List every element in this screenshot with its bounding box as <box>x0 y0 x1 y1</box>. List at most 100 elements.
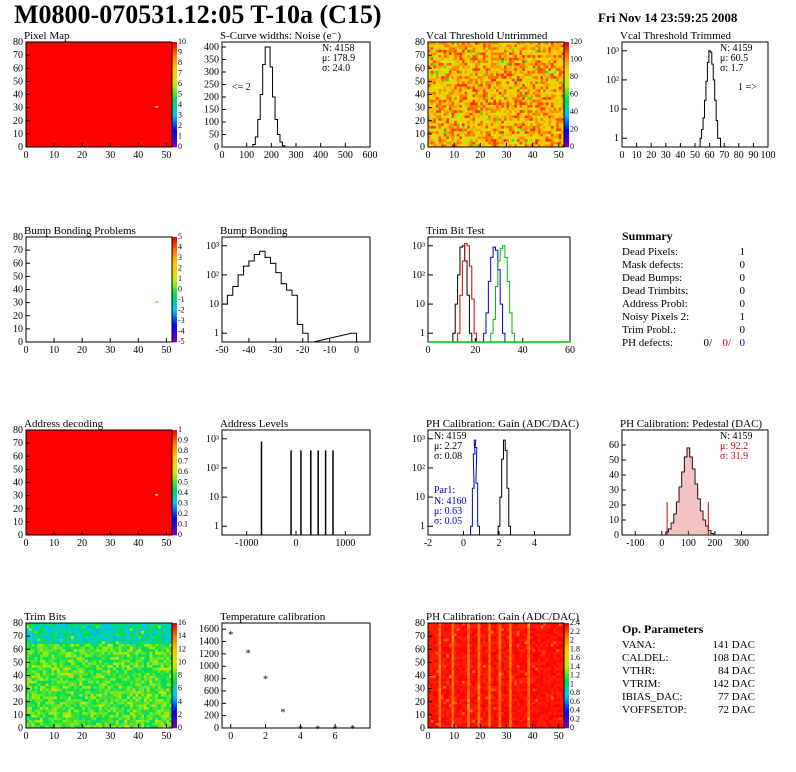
y-tick-label: 100 <box>204 117 219 128</box>
heatmap-cell <box>127 693 131 697</box>
heatmap-cell <box>459 76 463 80</box>
heatmap-cell <box>441 115 444 119</box>
heatmap-cell <box>524 120 528 124</box>
heatmap-cell <box>543 112 546 116</box>
x-tick-label: 300 <box>734 538 749 549</box>
heatmap-cell <box>37 699 41 703</box>
heatmap-cell <box>65 636 69 640</box>
y-tick-label: 1 <box>214 328 219 339</box>
heatmap-cell <box>146 714 150 718</box>
heatmap-cell <box>87 649 91 653</box>
heatmap-cell <box>132 688 136 692</box>
heatmap-cell <box>54 686 58 689</box>
colorbar-cell <box>172 651 177 655</box>
heatmap-cell <box>532 107 536 111</box>
colorbar-cell <box>564 136 569 140</box>
heatmap-cell <box>115 720 119 724</box>
heatmap-cell <box>107 722 111 726</box>
x-tick-label: 50 <box>161 345 171 356</box>
heatmap-cell <box>540 105 544 108</box>
heatmap-cell <box>76 646 80 650</box>
heatmap-cell <box>163 649 167 653</box>
heatmap-cell <box>107 630 111 634</box>
heatmap-cell <box>76 688 80 692</box>
heatmap-cell <box>472 47 476 51</box>
heatmap-cell <box>143 630 148 634</box>
heatmap-cell <box>467 123 471 127</box>
heatmap-cell <box>519 47 523 51</box>
y-tick-label: 60 <box>13 258 23 269</box>
colorbar-cell <box>564 63 569 66</box>
heatmap-cell <box>553 55 557 59</box>
heatmap-cell <box>527 107 531 111</box>
heatmap-cell <box>152 709 156 713</box>
heatmap-cell <box>26 675 30 679</box>
heatmap-cell <box>522 115 526 119</box>
heatmap-cell <box>37 701 41 705</box>
heatmap-cell <box>524 126 528 129</box>
heatmap-cell <box>118 649 122 653</box>
heatmap-cell <box>459 65 463 69</box>
heatmap-cell <box>127 630 131 634</box>
colorbar-cell <box>564 115 569 119</box>
heatmap-cell <box>149 649 153 653</box>
heatmap-cell <box>99 704 103 708</box>
heatmap-cell <box>454 44 458 48</box>
heatmap-cell <box>540 141 544 145</box>
heatmap-cell <box>40 657 44 661</box>
colorbar-cell <box>172 487 177 491</box>
heatmap-cell <box>163 714 167 718</box>
heatmap-cell <box>26 720 30 724</box>
heatmap-cell <box>96 709 100 713</box>
heatmap-cell <box>79 630 83 634</box>
heatmap-cell <box>149 646 153 650</box>
heatmap-cell <box>62 709 66 713</box>
heatmap-cell <box>70 725 75 729</box>
heatmap-cell <box>561 139 565 143</box>
heatmap-cell <box>65 709 69 713</box>
heatmap-cell <box>59 701 63 705</box>
heatmap-cell <box>558 60 562 64</box>
heatmap-cell <box>543 65 546 69</box>
heatmap-cell <box>31 717 35 721</box>
heatmap-cell <box>34 704 38 708</box>
heatmap-cell <box>545 97 549 101</box>
heatmap-cell <box>155 704 159 708</box>
colorbar-cell <box>172 276 177 280</box>
heatmap-cell <box>62 630 66 634</box>
heatmap-cell <box>485 625 489 629</box>
heatmap-cell <box>146 644 150 647</box>
heatmap-cell <box>550 623 554 626</box>
heatmap-cell <box>467 110 471 114</box>
heatmap-cell <box>115 688 119 692</box>
heatmap-cell <box>556 131 560 135</box>
heatmap-cell <box>157 712 162 716</box>
heatmap-cell <box>37 675 41 679</box>
heatmap-cell <box>124 657 128 661</box>
heatmap-cell <box>446 42 450 45</box>
heatmap-cell <box>488 42 492 45</box>
heatmap-cell <box>558 623 562 626</box>
heatmap-cell <box>96 691 100 695</box>
heatmap-cell <box>118 625 122 629</box>
heatmap-cell <box>166 717 170 721</box>
heatmap-cell <box>456 115 460 119</box>
heatmap-cell <box>149 644 153 647</box>
heatmap-cell <box>561 68 565 72</box>
heatmap-cell <box>443 128 447 132</box>
heatmap-cell <box>135 675 139 679</box>
heatmap-cell <box>511 70 515 74</box>
x-tick-label: 0 <box>24 150 29 161</box>
heatmap-cell <box>527 44 531 48</box>
y-tick-label: 350 <box>204 55 219 66</box>
heatmap-cell <box>37 693 41 697</box>
heatmap-cell <box>506 120 510 124</box>
heatmap-cell <box>553 128 557 132</box>
colorbar-cell <box>172 136 177 140</box>
heatmap-cell <box>490 73 494 77</box>
heatmap-cell <box>490 131 494 135</box>
heatmap-cell <box>543 60 546 64</box>
heatmap-cell <box>485 70 489 74</box>
colorbar-cell <box>564 55 569 59</box>
heatmap-cell <box>129 623 133 626</box>
